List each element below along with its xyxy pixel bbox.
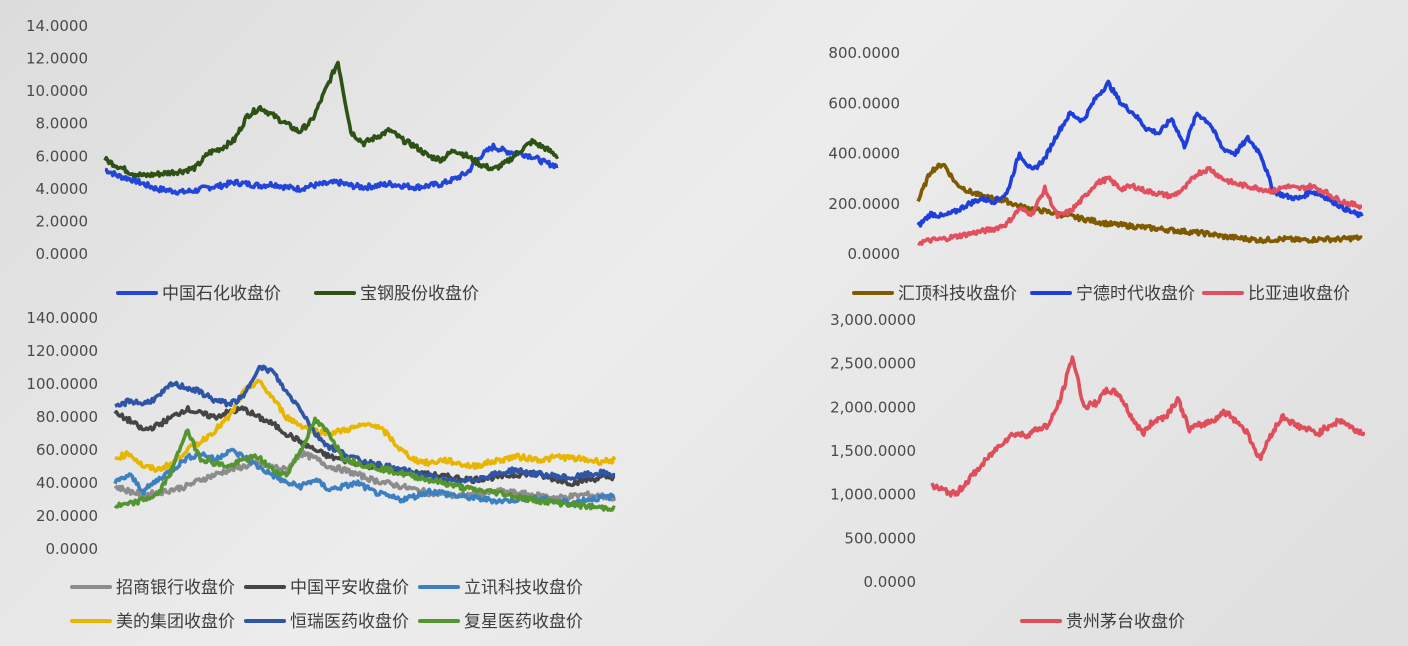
y-tick-label: 140.0000 — [26, 309, 98, 327]
y-tick-label: 12.0000 — [26, 50, 88, 68]
legend-item: 恒瑞医药收盘价 — [244, 612, 409, 632]
y-tick-label: 4.0000 — [36, 180, 89, 198]
legend-label: 比亚迪收盘价 — [1248, 284, 1350, 304]
legend-item: 立讯科技收盘价 — [418, 578, 583, 598]
legend-label: 中国平安收盘价 — [290, 578, 409, 598]
legend-item: 宁德时代收盘价 — [1030, 284, 1195, 304]
series-line — [113, 416, 616, 512]
series-line — [103, 60, 560, 179]
y-tick-label: 0.0000 — [46, 540, 99, 558]
y-tick-label: 0.0000 — [864, 573, 917, 591]
y-tick-label: 1,000.0000 — [830, 486, 916, 504]
chart-panel-2: 0.0000 200.0000 400.0000 600.0000 800.0000 汇顶… — [828, 44, 1364, 304]
chart-panel-3: 0.0000 20.0000 40.0000 60.0000 80.0000 100.00… — [26, 309, 617, 632]
legend-label: 贵州茅台收盘价 — [1066, 612, 1185, 632]
y-tick-label: 80.0000 — [36, 408, 98, 426]
y-tick-label: 800.0000 — [828, 44, 900, 62]
legend-item: 中国石化收盘价 — [116, 284, 281, 304]
y-tick-label: 20.0000 — [36, 507, 98, 525]
legend-item: 汇顶科技收盘价 — [852, 284, 1017, 304]
series-line — [104, 142, 559, 196]
series-line — [114, 378, 617, 473]
series-line — [114, 364, 616, 487]
y-tick-label: 600.0000 — [828, 94, 900, 112]
legend-item: 宝钢股份收盘价 — [314, 284, 479, 304]
legend-label: 宁德时代收盘价 — [1076, 284, 1195, 304]
legend-item: 美的集团收盘价 — [70, 612, 235, 632]
y-tick-label: 3,000.0000 — [830, 311, 916, 329]
legend-label: 宝钢股份收盘价 — [360, 284, 479, 304]
y-tick-label: 0.0000 — [848, 245, 901, 263]
y-tick-label: 14.0000 — [26, 17, 88, 35]
y-tick-label: 500.0000 — [844, 529, 916, 547]
y-tick-label: 6.0000 — [36, 147, 89, 165]
legend-label: 招商银行收盘价 — [116, 578, 235, 598]
chart-panel-1: 0.0000 2.0000 4.0000 6.0000 8.0000 10.0000 12.… — [26, 17, 560, 304]
series-line — [916, 79, 1364, 228]
y-tick-label: 200.0000 — [828, 195, 900, 213]
legend-label: 复星医药收盘价 — [464, 612, 583, 632]
legend-item: 复星医药收盘价 — [418, 612, 583, 632]
legend-label: 立讯科技收盘价 — [464, 578, 583, 598]
y-tick-label: 1,500.0000 — [830, 442, 916, 460]
series-line — [916, 162, 1363, 245]
series-line — [930, 355, 1366, 498]
y-tick-label: 100.0000 — [26, 375, 98, 393]
legend-label: 中国石化收盘价 — [162, 284, 281, 304]
y-tick-label: 400.0000 — [828, 145, 900, 163]
legend-item: 招商银行收盘价 — [70, 578, 235, 598]
legend-label: 美的集团收盘价 — [116, 612, 235, 632]
y-tick-label: 120.0000 — [26, 342, 98, 360]
legend-item: 贵州茅台收盘价 — [1020, 612, 1185, 632]
y-tick-label: 8.0000 — [36, 115, 89, 133]
series-line — [917, 166, 1363, 246]
y-tick-label: 2.0000 — [36, 212, 89, 230]
legend-item: 中国平安收盘价 — [244, 578, 409, 598]
y-tick-label: 60.0000 — [36, 441, 98, 459]
legend-label: 恒瑞医药收盘价 — [290, 612, 409, 632]
y-tick-label: 40.0000 — [36, 474, 98, 492]
y-tick-label: 10.0000 — [26, 82, 88, 100]
chart-panel-4: 0.0000 500.0000 1,000.0000 1,500.0000 2,000.… — [830, 311, 1366, 632]
y-tick-label: 0.0000 — [36, 245, 89, 263]
legend-label: 汇顶科技收盘价 — [898, 284, 1017, 304]
y-tick-label: 2,000.0000 — [830, 398, 916, 416]
y-tick-label: 2,500.0000 — [830, 355, 916, 373]
series-line — [113, 449, 617, 502]
legend-item: 比亚迪收盘价 — [1202, 284, 1350, 304]
